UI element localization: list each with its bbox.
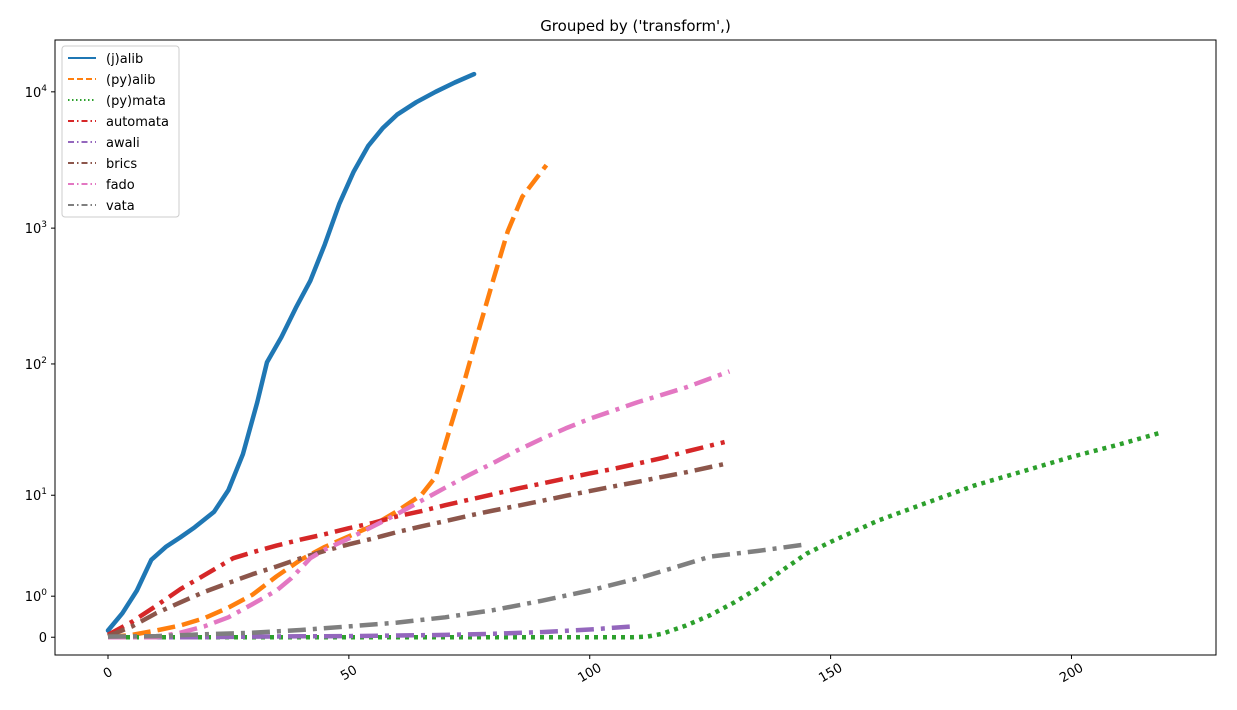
y-tick-exponent: 4 — [41, 84, 47, 94]
series-line-7 — [107, 542, 807, 639]
legend-label-5: brics — [106, 157, 137, 172]
legend-label-2: (py)mata — [106, 94, 166, 109]
x-tick-label: 50 — [338, 663, 360, 684]
legend: (j)alib (py)alib (py)mata automata awali bric… — [61, 45, 180, 218]
y-tick-label: 104 — [25, 84, 48, 101]
y-tick-exponent: 2 — [41, 356, 47, 366]
y-tick-label: 101 — [25, 487, 47, 504]
legend-label-7: vata — [106, 199, 135, 214]
y-tick-base: 10 — [25, 358, 42, 373]
y-tick-exponent: 0 — [41, 588, 47, 598]
series-line-6 — [108, 369, 731, 640]
plot-frame — [54, 39, 1217, 656]
y-tick-base: 10 — [25, 489, 42, 504]
series-line-0 — [105, 71, 477, 633]
y-tick-label: 0 — [39, 631, 47, 646]
chart-title: Grouped by ('transform',) — [540, 17, 731, 35]
legend-label-3: automata — [106, 115, 169, 130]
y-tick-base: 10 — [25, 222, 42, 237]
legend-label-0: (j)alib — [106, 52, 143, 67]
legend-label-4: awali — [106, 136, 140, 151]
series-line-1 — [107, 163, 549, 640]
y-tick-label: 100 — [25, 588, 48, 605]
y-tick-label: 103 — [25, 220, 47, 237]
series-line-4 — [108, 624, 634, 640]
series-layer — [105, 71, 1164, 640]
series-line-2 — [108, 429, 1164, 640]
legend-label-6: fado — [106, 178, 135, 193]
y-tick-exponent: 3 — [41, 220, 47, 230]
y-tick-base: 10 — [25, 590, 42, 605]
series-line-3 — [106, 439, 726, 637]
y-tick-exponent: 1 — [41, 487, 47, 497]
legend-box — [61, 45, 180, 218]
y-tick-label: 102 — [25, 356, 47, 373]
series-line-5 — [107, 460, 730, 639]
legend-label-1: (py)alib — [106, 73, 156, 88]
y-tick-base: 10 — [25, 86, 42, 101]
